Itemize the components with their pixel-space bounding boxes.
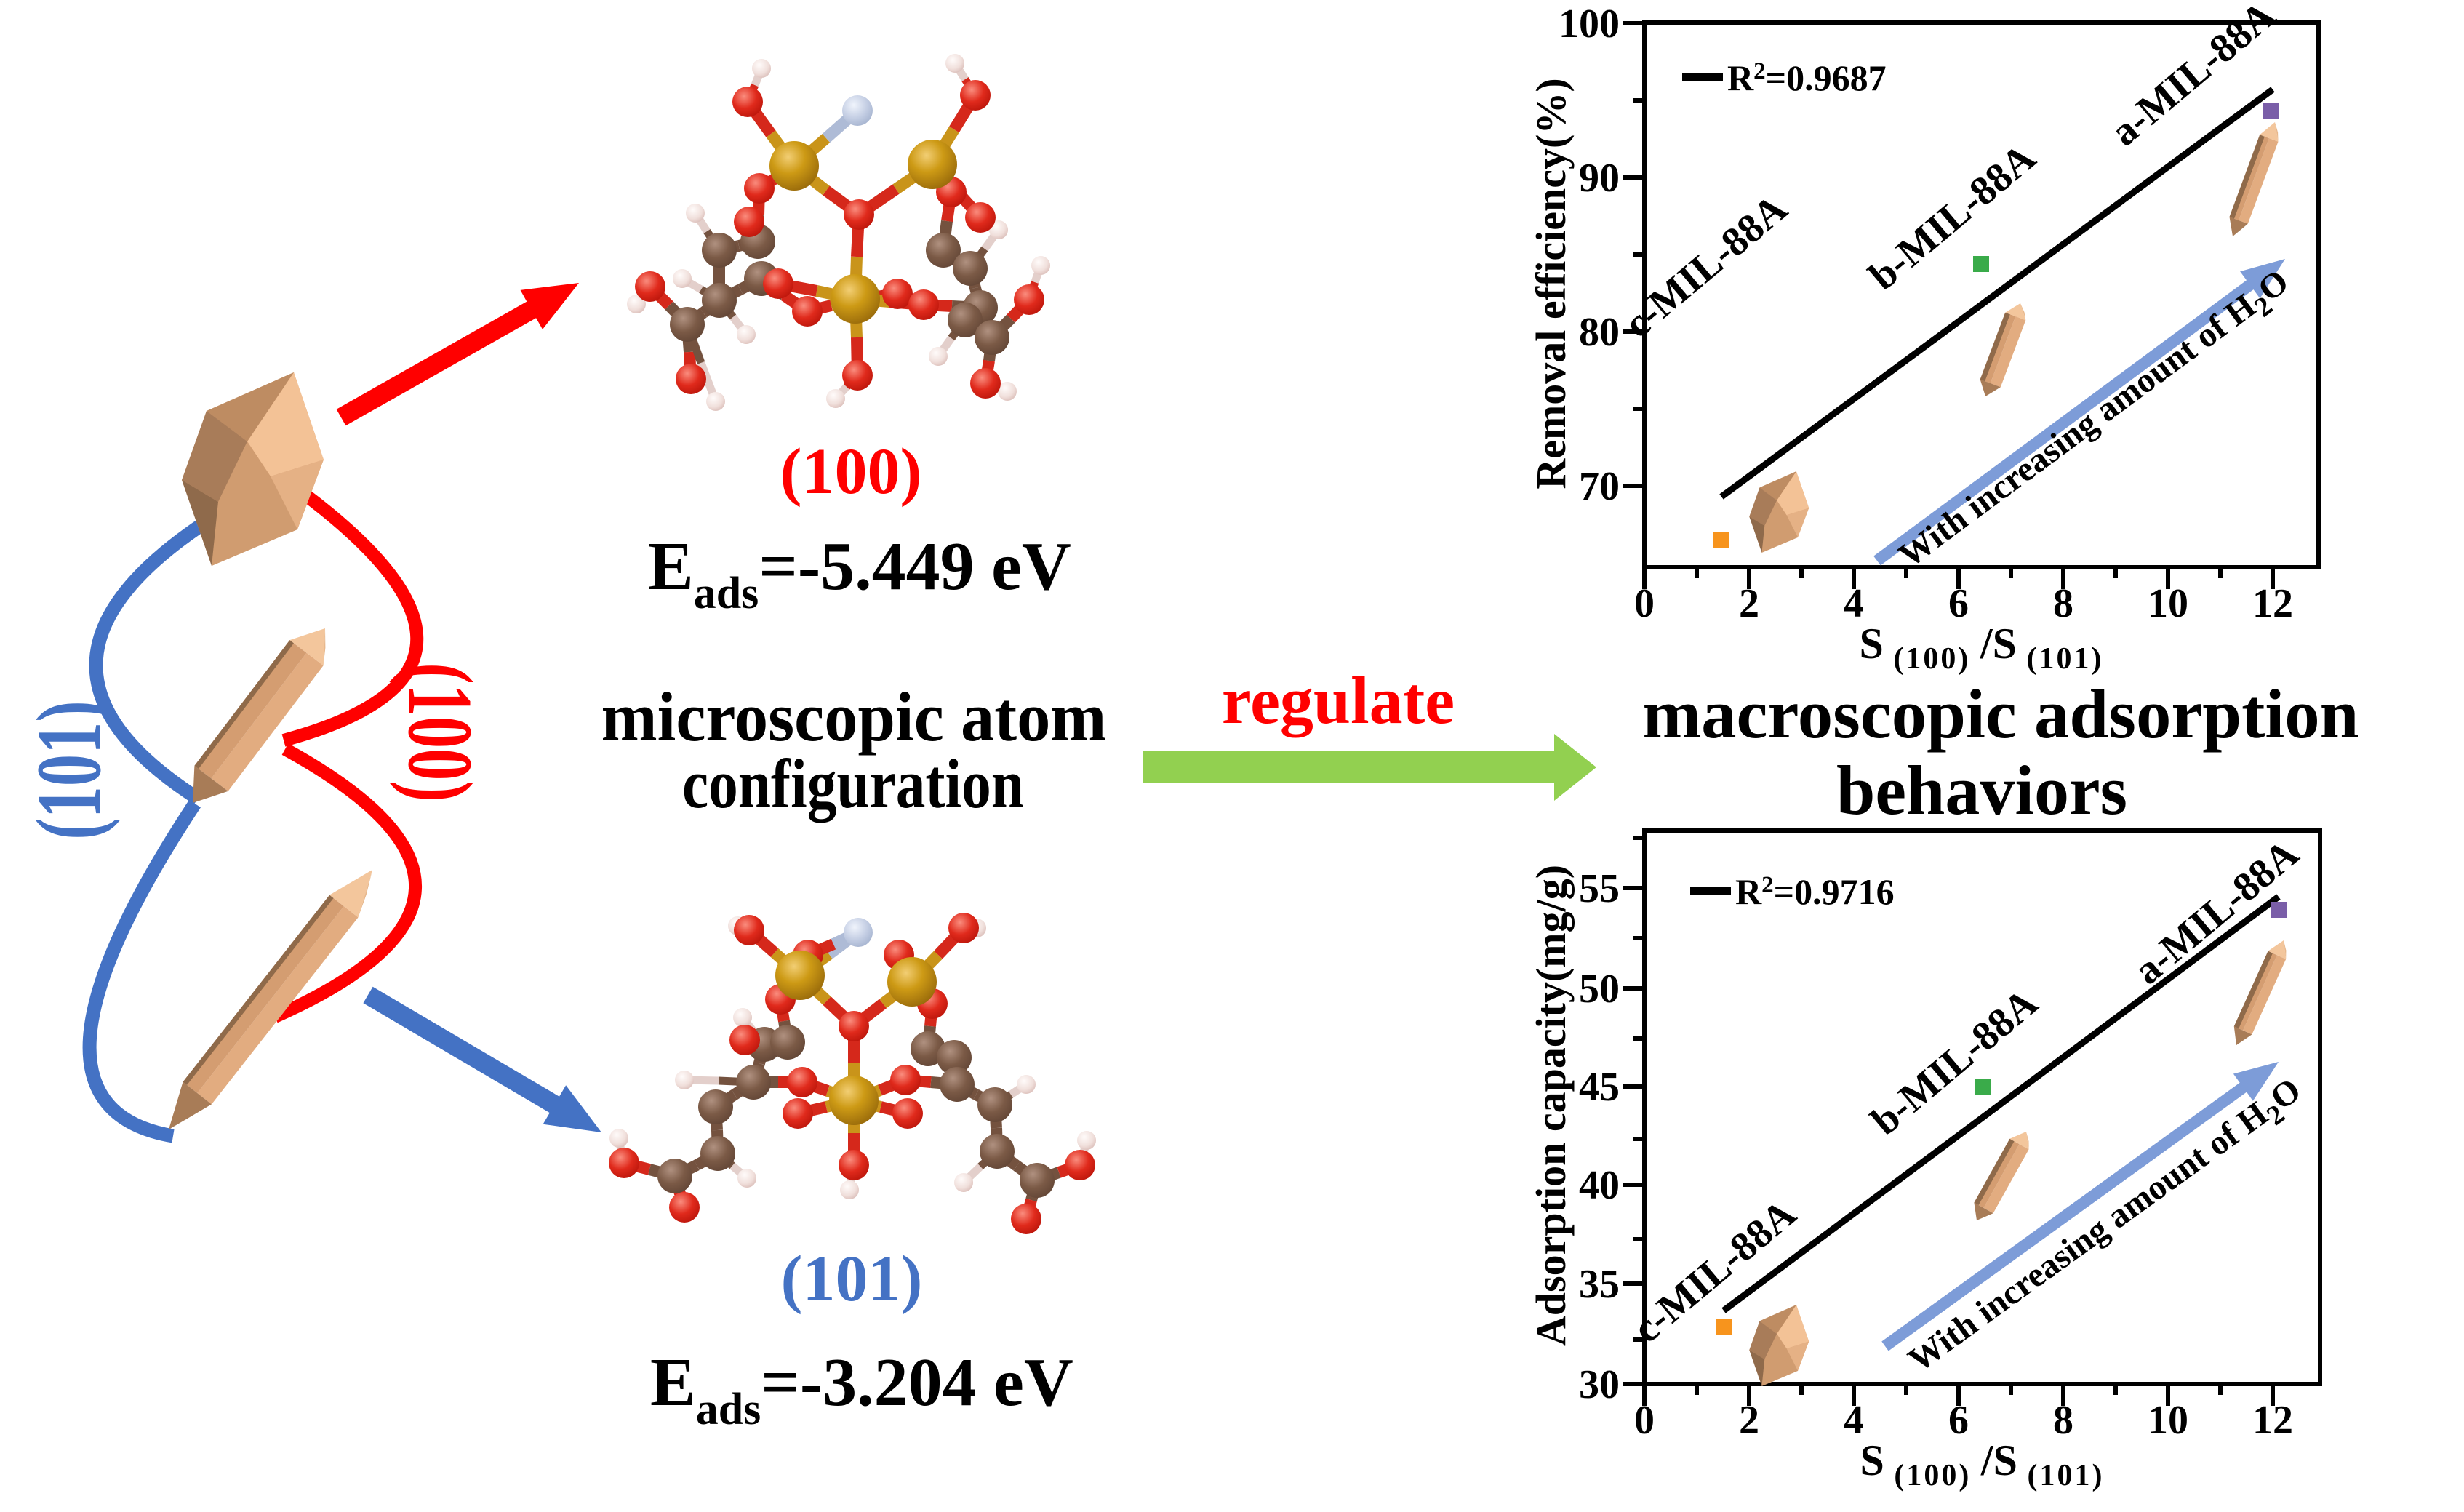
svg-text:Eads=-3.204 eV: Eads=-3.204 eV	[650, 1345, 1073, 1434]
svg-text:(101): (101)	[17, 700, 121, 839]
svg-text:12: 12	[2252, 1398, 2293, 1443]
svg-text:(101): (101)	[781, 1243, 923, 1315]
svg-text:macroscopic adsorption: macroscopic adsorption	[1643, 675, 2359, 753]
svg-text:50: 50	[1579, 967, 1620, 1012]
svg-text:8: 8	[2053, 1398, 2073, 1443]
svg-text:4: 4	[1844, 581, 1864, 626]
svg-text:Adsorption capacity(mg/g): Adsorption capacity(mg/g)	[1527, 865, 1575, 1346]
svg-text:30: 30	[1579, 1362, 1620, 1407]
svg-text:70: 70	[1579, 464, 1620, 509]
svg-text:6: 6	[1948, 581, 1969, 626]
svg-text:(100): (100)	[389, 663, 492, 801]
svg-text:regulate: regulate	[1222, 663, 1455, 737]
svg-text:Removal efficiency(%): Removal efficiency(%)	[1527, 78, 1575, 489]
svg-text:80: 80	[1579, 310, 1620, 355]
svg-text:microscopic atom: microscopic atom	[601, 678, 1107, 756]
svg-text:behaviors: behaviors	[1836, 751, 2127, 829]
svg-text:12: 12	[2252, 581, 2293, 626]
svg-text:(100): (100)	[780, 436, 922, 508]
svg-text:2: 2	[1739, 1398, 1759, 1443]
svg-text:10: 10	[2148, 581, 2188, 626]
svg-text:45: 45	[1579, 1065, 1620, 1110]
svg-text:0: 0	[1634, 1398, 1655, 1443]
svg-text:R2=0.9687: R2=0.9687	[1727, 57, 1887, 98]
svg-text:55: 55	[1579, 866, 1620, 911]
svg-text:100: 100	[1559, 1, 1620, 47]
svg-text:10: 10	[2148, 1398, 2188, 1443]
svg-text:configuration: configuration	[682, 745, 1024, 823]
svg-text:2: 2	[1739, 581, 1759, 626]
svg-text:90: 90	[1579, 156, 1620, 201]
svg-text:0: 0	[1634, 581, 1655, 626]
svg-text:40: 40	[1579, 1163, 1620, 1208]
svg-text:6: 6	[1948, 1398, 1969, 1443]
svg-text:4: 4	[1844, 1398, 1864, 1443]
svg-text:R2=0.9716: R2=0.9716	[1735, 871, 1895, 912]
svg-text:35: 35	[1579, 1262, 1620, 1307]
svg-text:8: 8	[2053, 581, 2073, 626]
